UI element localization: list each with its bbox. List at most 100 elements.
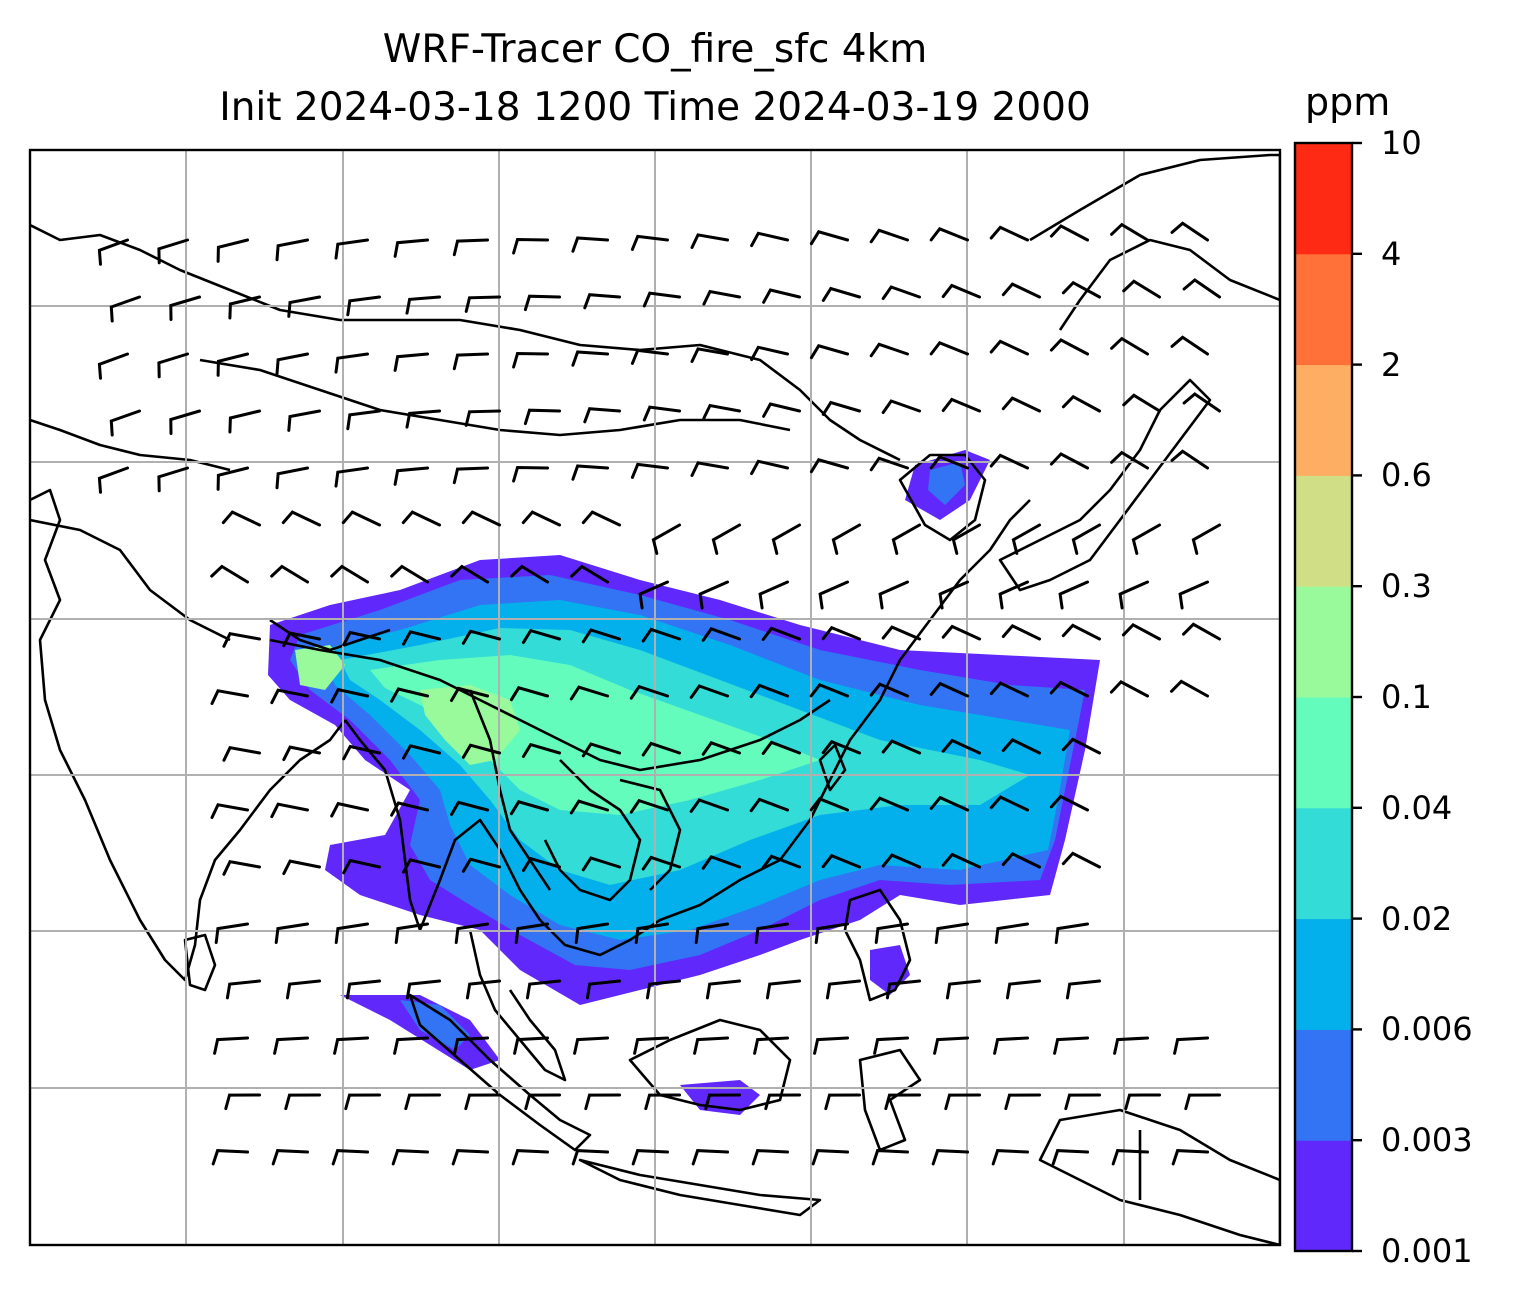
wind-barb xyxy=(758,580,790,610)
colorbar-tick-label: 0.04 xyxy=(1381,788,1453,827)
wind-barb xyxy=(344,1093,382,1111)
wind-barb xyxy=(509,686,550,702)
wind-barb xyxy=(569,685,610,701)
wind-barb xyxy=(944,1093,982,1111)
wind-barb xyxy=(509,800,550,816)
wind-barb xyxy=(390,687,430,703)
wind-barb xyxy=(874,922,910,944)
wind-barb xyxy=(941,624,982,641)
wind-barb xyxy=(701,627,742,642)
wind-barb xyxy=(941,397,982,413)
wind-barb xyxy=(701,855,742,870)
wind-barb xyxy=(454,922,490,944)
wind-barb xyxy=(222,860,262,876)
wind-barb xyxy=(523,294,562,312)
wind-barb xyxy=(1049,680,1090,698)
wind-barb xyxy=(711,523,742,555)
wind-barb xyxy=(228,295,262,320)
wind-barb xyxy=(216,238,250,263)
wind-barb xyxy=(287,295,322,318)
wind-barb xyxy=(938,580,970,610)
wind-barb xyxy=(1071,523,1102,555)
wind-barb xyxy=(450,564,490,584)
wind-barb xyxy=(523,408,562,426)
wind-barb xyxy=(331,1149,370,1166)
wind-barb xyxy=(869,682,910,698)
wind-barb xyxy=(346,295,382,317)
wind-barb xyxy=(109,409,142,437)
wind-barb xyxy=(157,352,190,379)
wind-barb xyxy=(704,1093,742,1111)
colorbar-tick-label: 4 xyxy=(1381,234,1402,273)
wind-barb xyxy=(929,795,970,812)
wind-barb xyxy=(1113,1036,1150,1055)
wind-barb xyxy=(1109,680,1150,698)
wind-barb xyxy=(453,1036,490,1055)
colorbar-tick-label: 0.001 xyxy=(1381,1232,1473,1270)
wind-barb xyxy=(750,231,790,248)
wind-barb xyxy=(511,1149,550,1166)
wind-barb xyxy=(998,580,1030,610)
wind-barb xyxy=(821,400,862,416)
wind-barb xyxy=(1061,394,1102,413)
wind-barb xyxy=(1004,1093,1042,1111)
wind-barb xyxy=(929,454,970,470)
wind-barb xyxy=(764,1093,802,1111)
wind-barb xyxy=(334,922,370,944)
colorbar-segment xyxy=(1295,364,1352,476)
wind-barb xyxy=(1182,392,1222,413)
wind-barb xyxy=(224,1093,262,1111)
wind-barb xyxy=(642,291,682,308)
wind-barb xyxy=(334,466,370,488)
wind-barb xyxy=(405,295,442,315)
wind-barb xyxy=(211,1149,250,1166)
wind-barb xyxy=(514,922,550,944)
wind-barb xyxy=(214,922,250,944)
wind-barb xyxy=(809,230,850,246)
wind-barb xyxy=(1001,282,1042,299)
wind-barb xyxy=(989,453,1030,470)
wind-barb xyxy=(1110,450,1150,470)
wind-barb xyxy=(929,340,970,356)
wind-barb xyxy=(929,226,970,242)
wind-barb xyxy=(281,510,322,527)
wind-barb xyxy=(884,1093,922,1111)
wind-barb xyxy=(521,742,562,758)
border-china-north xyxy=(30,223,901,462)
wind-barb xyxy=(222,746,262,762)
wind-barb xyxy=(1051,1149,1090,1166)
colorbar xyxy=(1295,141,1362,1253)
wind-barb xyxy=(521,856,562,872)
wind-barb xyxy=(630,462,670,479)
wind-barb xyxy=(881,285,922,300)
wind-barb xyxy=(461,510,502,527)
wind-barb xyxy=(512,465,550,483)
wind-barb xyxy=(754,922,790,944)
wind-barb xyxy=(1061,851,1102,869)
wind-barb xyxy=(641,627,682,643)
wind-barb xyxy=(346,409,382,431)
wind-barb xyxy=(873,1036,910,1055)
plume-band-0.1 xyxy=(420,685,520,765)
colorbar-tick-label: 0.1 xyxy=(1381,678,1432,716)
wind-barb xyxy=(690,233,730,249)
wind-barb xyxy=(216,466,250,491)
wind-barb xyxy=(404,1093,442,1111)
wind-barb xyxy=(631,1149,670,1166)
wind-barb xyxy=(282,859,322,876)
wind-barb xyxy=(1171,1149,1210,1166)
wind-barb xyxy=(941,283,982,299)
wind-barb xyxy=(401,510,442,527)
colorbar-frame xyxy=(1293,141,1354,1253)
plume-band-korea-2 xyxy=(928,462,965,505)
colorbar-tick-label: 0.003 xyxy=(1381,1121,1473,1160)
wind-barb xyxy=(450,800,490,816)
wind-barb xyxy=(941,738,982,755)
wind-barb xyxy=(809,796,850,812)
wind-barb xyxy=(270,688,310,705)
wind-barb xyxy=(393,466,430,486)
wind-barb xyxy=(885,979,922,1000)
wind-barb xyxy=(330,687,370,704)
wind-barb xyxy=(569,799,610,815)
gridlines xyxy=(30,150,1280,1245)
